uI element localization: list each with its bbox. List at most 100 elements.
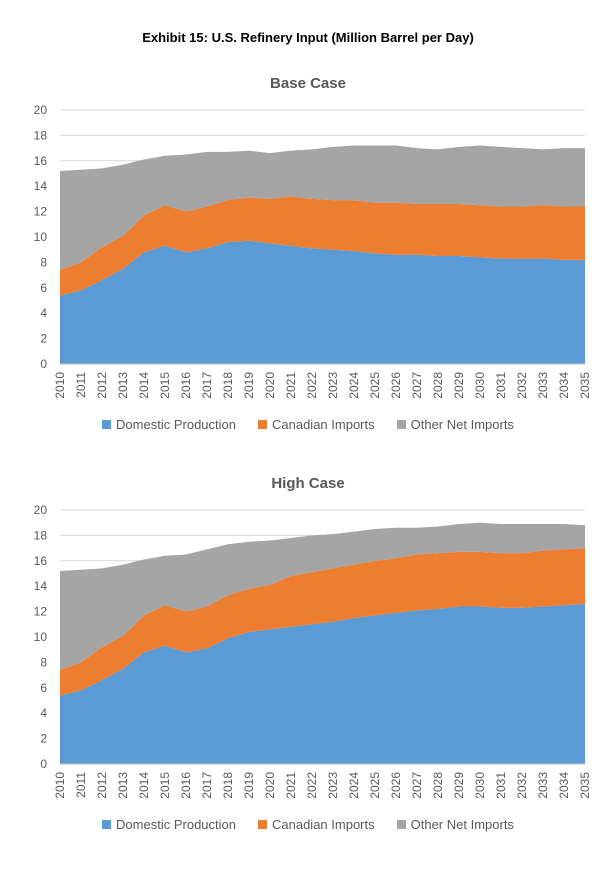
x-tick-label: 2025	[368, 372, 382, 399]
x-tick-label: 2013	[116, 372, 130, 399]
y-tick-label: 8	[40, 255, 47, 269]
legend-label: Canadian Imports	[272, 817, 375, 832]
legend-swatch-canadian	[258, 420, 267, 429]
legend-label: Domestic Production	[116, 417, 236, 432]
area-domestic	[60, 240, 585, 364]
x-tick-label: 2015	[158, 372, 172, 399]
legend: Domestic Production Canadian Imports Oth…	[0, 417, 616, 432]
x-tick-label: 2021	[284, 372, 298, 399]
legend-swatch-domestic	[102, 420, 112, 429]
x-tick-label: 2029	[452, 772, 466, 799]
legend-label: Other Net Imports	[410, 817, 514, 832]
y-tick-label: 12	[34, 605, 48, 619]
x-tick-label: 2023	[326, 772, 340, 799]
legend-item-canadian: Canadian Imports	[258, 417, 375, 432]
base-case-plot: 0 2 4 6 8 10 12 14 16 18 20 2010 2011 2012 2013 2014 201…	[34, 103, 592, 399]
y-tick-label: 20	[34, 103, 48, 117]
y-tick-label: 6	[40, 681, 47, 695]
area-other	[60, 145, 585, 271]
x-tick-label: 2024	[347, 772, 361, 799]
x-tick-label: 2028	[431, 772, 445, 799]
x-tick-label: 2011	[74, 772, 88, 798]
y-tick-label: 20	[34, 503, 48, 517]
x-tick-label: 2031	[494, 372, 508, 399]
x-tick-label: 2033	[536, 372, 550, 399]
chart-title: Base Case	[270, 75, 346, 92]
area-canadian	[60, 196, 585, 296]
y-tick-label: 14	[34, 579, 48, 593]
x-tick-label: 2020	[263, 772, 277, 799]
x-tick-label: 2022	[305, 772, 319, 799]
x-tick-label: 2023	[326, 372, 340, 399]
x-tick-label: 2034	[557, 372, 571, 399]
x-tick-label: 2030	[473, 372, 487, 399]
x-tick-label: 2030	[473, 772, 487, 799]
base-case-chart: Base Case 0 2 4 6 8 10 12 14 16 18 20 2010 2011 2012 2…	[0, 70, 616, 440]
y-tick-label: 8	[40, 655, 47, 669]
x-tick-label: 2012	[95, 372, 109, 399]
x-tick-label: 2010	[53, 372, 67, 399]
x-tick-label: 2031	[494, 772, 508, 799]
y-tick-label: 4	[40, 706, 47, 720]
x-tick-label: 2017	[200, 772, 214, 799]
x-tick-label: 2032	[515, 372, 529, 399]
x-tick-label: 2035	[578, 772, 592, 799]
area-canadian	[60, 548, 585, 696]
x-tick-label: 2021	[284, 772, 298, 799]
legend-swatch-domestic	[102, 820, 112, 829]
y-tick-label: 6	[40, 281, 47, 295]
y-tick-label: 0	[40, 757, 47, 771]
y-tick-label: 2	[40, 732, 47, 746]
legend: Domestic Production Canadian Imports Oth…	[0, 817, 616, 832]
y-tick-label: 14	[34, 179, 48, 193]
x-tick-label: 2016	[179, 772, 193, 799]
x-tick-label: 2035	[578, 372, 592, 399]
area-domestic	[60, 603, 585, 764]
x-tick-label: 2010	[53, 772, 67, 799]
y-tick-label: 18	[34, 128, 48, 142]
area-other	[60, 522, 585, 671]
x-tick-label: 2022	[305, 372, 319, 399]
x-tick-label: 2027	[410, 372, 424, 399]
x-tick-label: 2014	[137, 372, 151, 399]
x-tick-label: 2032	[515, 772, 529, 799]
legend-swatch-other	[396, 820, 406, 829]
y-tick-label: 16	[34, 154, 48, 168]
high-case-plot: 0 2 4 6 8 10 12 14 16 18 20 2010 2011 2012 2013 2014 201…	[34, 503, 592, 799]
x-tick-label: 2014	[137, 772, 151, 799]
y-tick-label: 18	[34, 528, 48, 542]
x-tick-label: 2034	[557, 772, 571, 799]
x-tick-label: 2026	[389, 772, 403, 799]
x-tick-label: 2019	[242, 372, 256, 399]
legend-item-canadian: Canadian Imports	[258, 817, 375, 832]
y-tick-label: 10	[34, 230, 48, 244]
y-tick-label: 10	[34, 630, 48, 644]
legend-label: Domestic Production	[116, 817, 236, 832]
x-tick-label: 2024	[347, 372, 361, 399]
x-tick-label: 2018	[221, 772, 235, 799]
x-tick-label: 2033	[536, 772, 550, 799]
legend-swatch-canadian	[258, 820, 267, 829]
chart-title: High Case	[271, 475, 345, 492]
legend-item-other: Other Net Imports	[396, 417, 514, 432]
y-tick-label: 4	[40, 306, 47, 320]
x-tick-label: 2028	[431, 372, 445, 399]
legend-swatch-other	[396, 420, 406, 429]
x-tick-label: 2025	[368, 772, 382, 799]
legend-label: Other Net Imports	[410, 417, 514, 432]
y-tick-label: 0	[40, 357, 47, 371]
high-case-chart: High Case 0 2 4 6 8 10 12 14 16 18 20 2010 2011 2012 2…	[0, 470, 616, 840]
x-tick-label: 2020	[263, 372, 277, 399]
x-tick-label: 2017	[200, 372, 214, 399]
x-tick-label: 2026	[389, 372, 403, 399]
x-tick-label: 2029	[452, 372, 466, 399]
legend-item-domestic: Domestic Production	[102, 817, 236, 832]
x-tick-label: 2013	[116, 772, 130, 799]
x-tick-label: 2015	[158, 772, 172, 799]
x-tick-label: 2016	[179, 372, 193, 399]
y-tick-label: 2	[40, 332, 47, 346]
x-tick-label: 2019	[242, 772, 256, 799]
x-tick-label: 2027	[410, 772, 424, 799]
y-tick-label: 12	[34, 205, 48, 219]
exhibit-title: Exhibit 15: U.S. Refinery Input (Million…	[142, 30, 474, 45]
